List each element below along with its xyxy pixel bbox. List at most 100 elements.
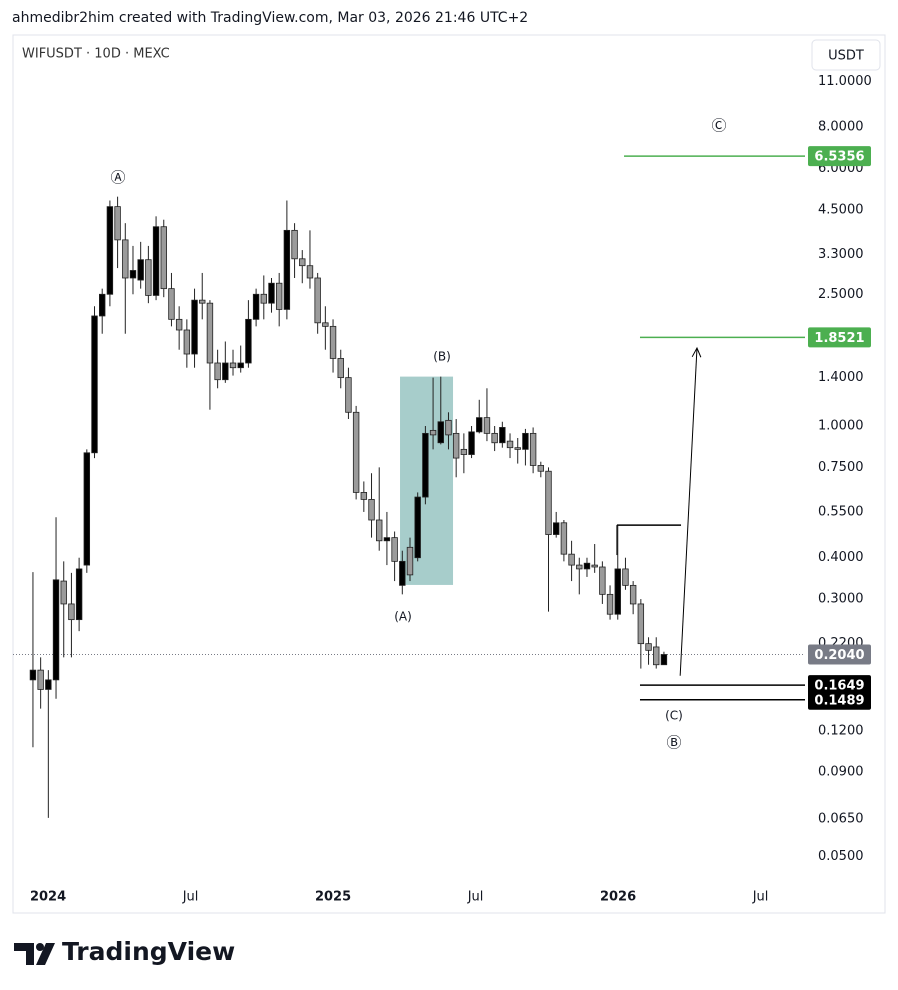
candle-body	[606, 593, 614, 615]
candle-body	[591, 564, 598, 568]
candle-body	[114, 206, 121, 241]
candle-body	[37, 669, 44, 690]
wave-label: (C)	[665, 709, 683, 723]
wave-label: Ⓑ	[666, 734, 681, 752]
candle-body	[460, 448, 468, 455]
candle-body	[445, 419, 452, 436]
price-tag-label: 0.1489	[814, 693, 864, 708]
footer-logo: TradingView	[14, 937, 235, 966]
wave-label: Ⓒ	[711, 117, 726, 135]
candle-body	[437, 421, 444, 444]
candle-body	[206, 302, 214, 364]
candle-body	[545, 470, 552, 535]
candle-body	[414, 496, 421, 559]
price-tag	[808, 327, 871, 348]
candle-body	[260, 293, 267, 304]
candle-body	[560, 522, 568, 555]
y-tick-label: 0.0650	[818, 811, 864, 826]
price-tag-label: 0.2040	[814, 648, 864, 663]
candle-body	[306, 265, 314, 279]
candle-body	[299, 258, 306, 267]
candle-body	[252, 293, 260, 320]
candle-body	[406, 546, 414, 576]
wave-label: (B)	[433, 350, 451, 364]
candle-body	[145, 259, 152, 296]
y-tick-label: 1.4000	[818, 370, 864, 385]
candle-body	[237, 362, 244, 369]
candle-body	[583, 562, 591, 570]
y-tick-label: 8.0000	[818, 120, 864, 135]
candle-body	[291, 229, 298, 260]
x-tick-label: 2024	[30, 890, 66, 905]
candle-body	[175, 318, 183, 331]
y-tick-label: 2.5000	[818, 287, 864, 302]
x-tick-label: Jul	[467, 890, 484, 905]
logo-mark	[14, 943, 34, 965]
wave-label: Ⓐ	[110, 169, 125, 187]
y-tick-label: 11.0000	[818, 74, 872, 89]
candle-body	[122, 239, 129, 279]
candle-body	[129, 270, 137, 279]
candle-body	[529, 432, 537, 466]
candle-body	[283, 229, 291, 310]
candle-body	[75, 568, 83, 621]
candle-body	[60, 580, 67, 605]
candle-body	[422, 432, 429, 498]
logo-mark	[36, 943, 44, 951]
projection-arrow	[679, 348, 698, 676]
wave-label: (A)	[394, 610, 412, 624]
candle-body	[168, 288, 175, 320]
candle-body	[337, 358, 344, 379]
candle-body	[345, 377, 352, 413]
candle-body	[360, 492, 368, 500]
candle-body	[491, 432, 498, 444]
candle-body	[622, 568, 629, 586]
candle-body	[476, 417, 483, 433]
candle-body	[329, 325, 337, 359]
x-tick-label: 2025	[315, 890, 351, 905]
y-tick-label: 3.3000	[818, 247, 864, 262]
candle-body	[106, 206, 114, 295]
candle-body	[483, 417, 491, 434]
candle-body	[522, 432, 529, 450]
chart-title: WIFUSDT · 10D · MEXC	[22, 47, 170, 62]
logo-mark	[36, 943, 55, 965]
candle-body	[660, 654, 668, 666]
candle-body	[222, 362, 229, 381]
candle-body	[383, 537, 391, 542]
candle-body	[152, 226, 160, 296]
y-tick-label: 0.0500	[818, 849, 864, 864]
currency-button[interactable]	[811, 39, 881, 71]
candle-body	[45, 679, 52, 690]
candle-body	[376, 519, 383, 542]
candle-body	[229, 362, 237, 369]
x-tick-label: Jul	[752, 890, 769, 905]
y-tick-label: 1.0000	[818, 418, 864, 433]
candle-body	[537, 465, 545, 472]
price-tag	[808, 689, 871, 710]
candle-body	[322, 322, 329, 327]
plot: 2024 Jul 2025 Jul 2026 Jul11.00008.00006.0000…	[13, 74, 872, 905]
candle-body	[99, 293, 106, 317]
arrow-head	[691, 346, 702, 358]
price-tag	[808, 644, 871, 665]
chart-frame	[12, 34, 886, 914]
currency-label[interactable]: USDT	[828, 49, 864, 64]
candle-body	[68, 603, 75, 621]
candle-body	[506, 440, 514, 449]
candle-body	[568, 553, 575, 566]
footer-brand: TradingView	[62, 937, 235, 966]
candle-body	[52, 579, 60, 681]
candle-body	[391, 537, 398, 562]
candle-body	[552, 522, 560, 535]
candle-body	[245, 318, 252, 364]
candle-body	[499, 427, 506, 444]
candle-body	[468, 431, 475, 455]
y-tick-label: 0.1200	[818, 723, 864, 738]
price-tag	[808, 146, 871, 167]
candle-body	[83, 452, 91, 566]
x-tick-label: Jul	[182, 890, 199, 905]
candle-body	[352, 411, 360, 493]
candle-body	[368, 499, 375, 521]
x-tick-label: 2026	[600, 890, 636, 905]
